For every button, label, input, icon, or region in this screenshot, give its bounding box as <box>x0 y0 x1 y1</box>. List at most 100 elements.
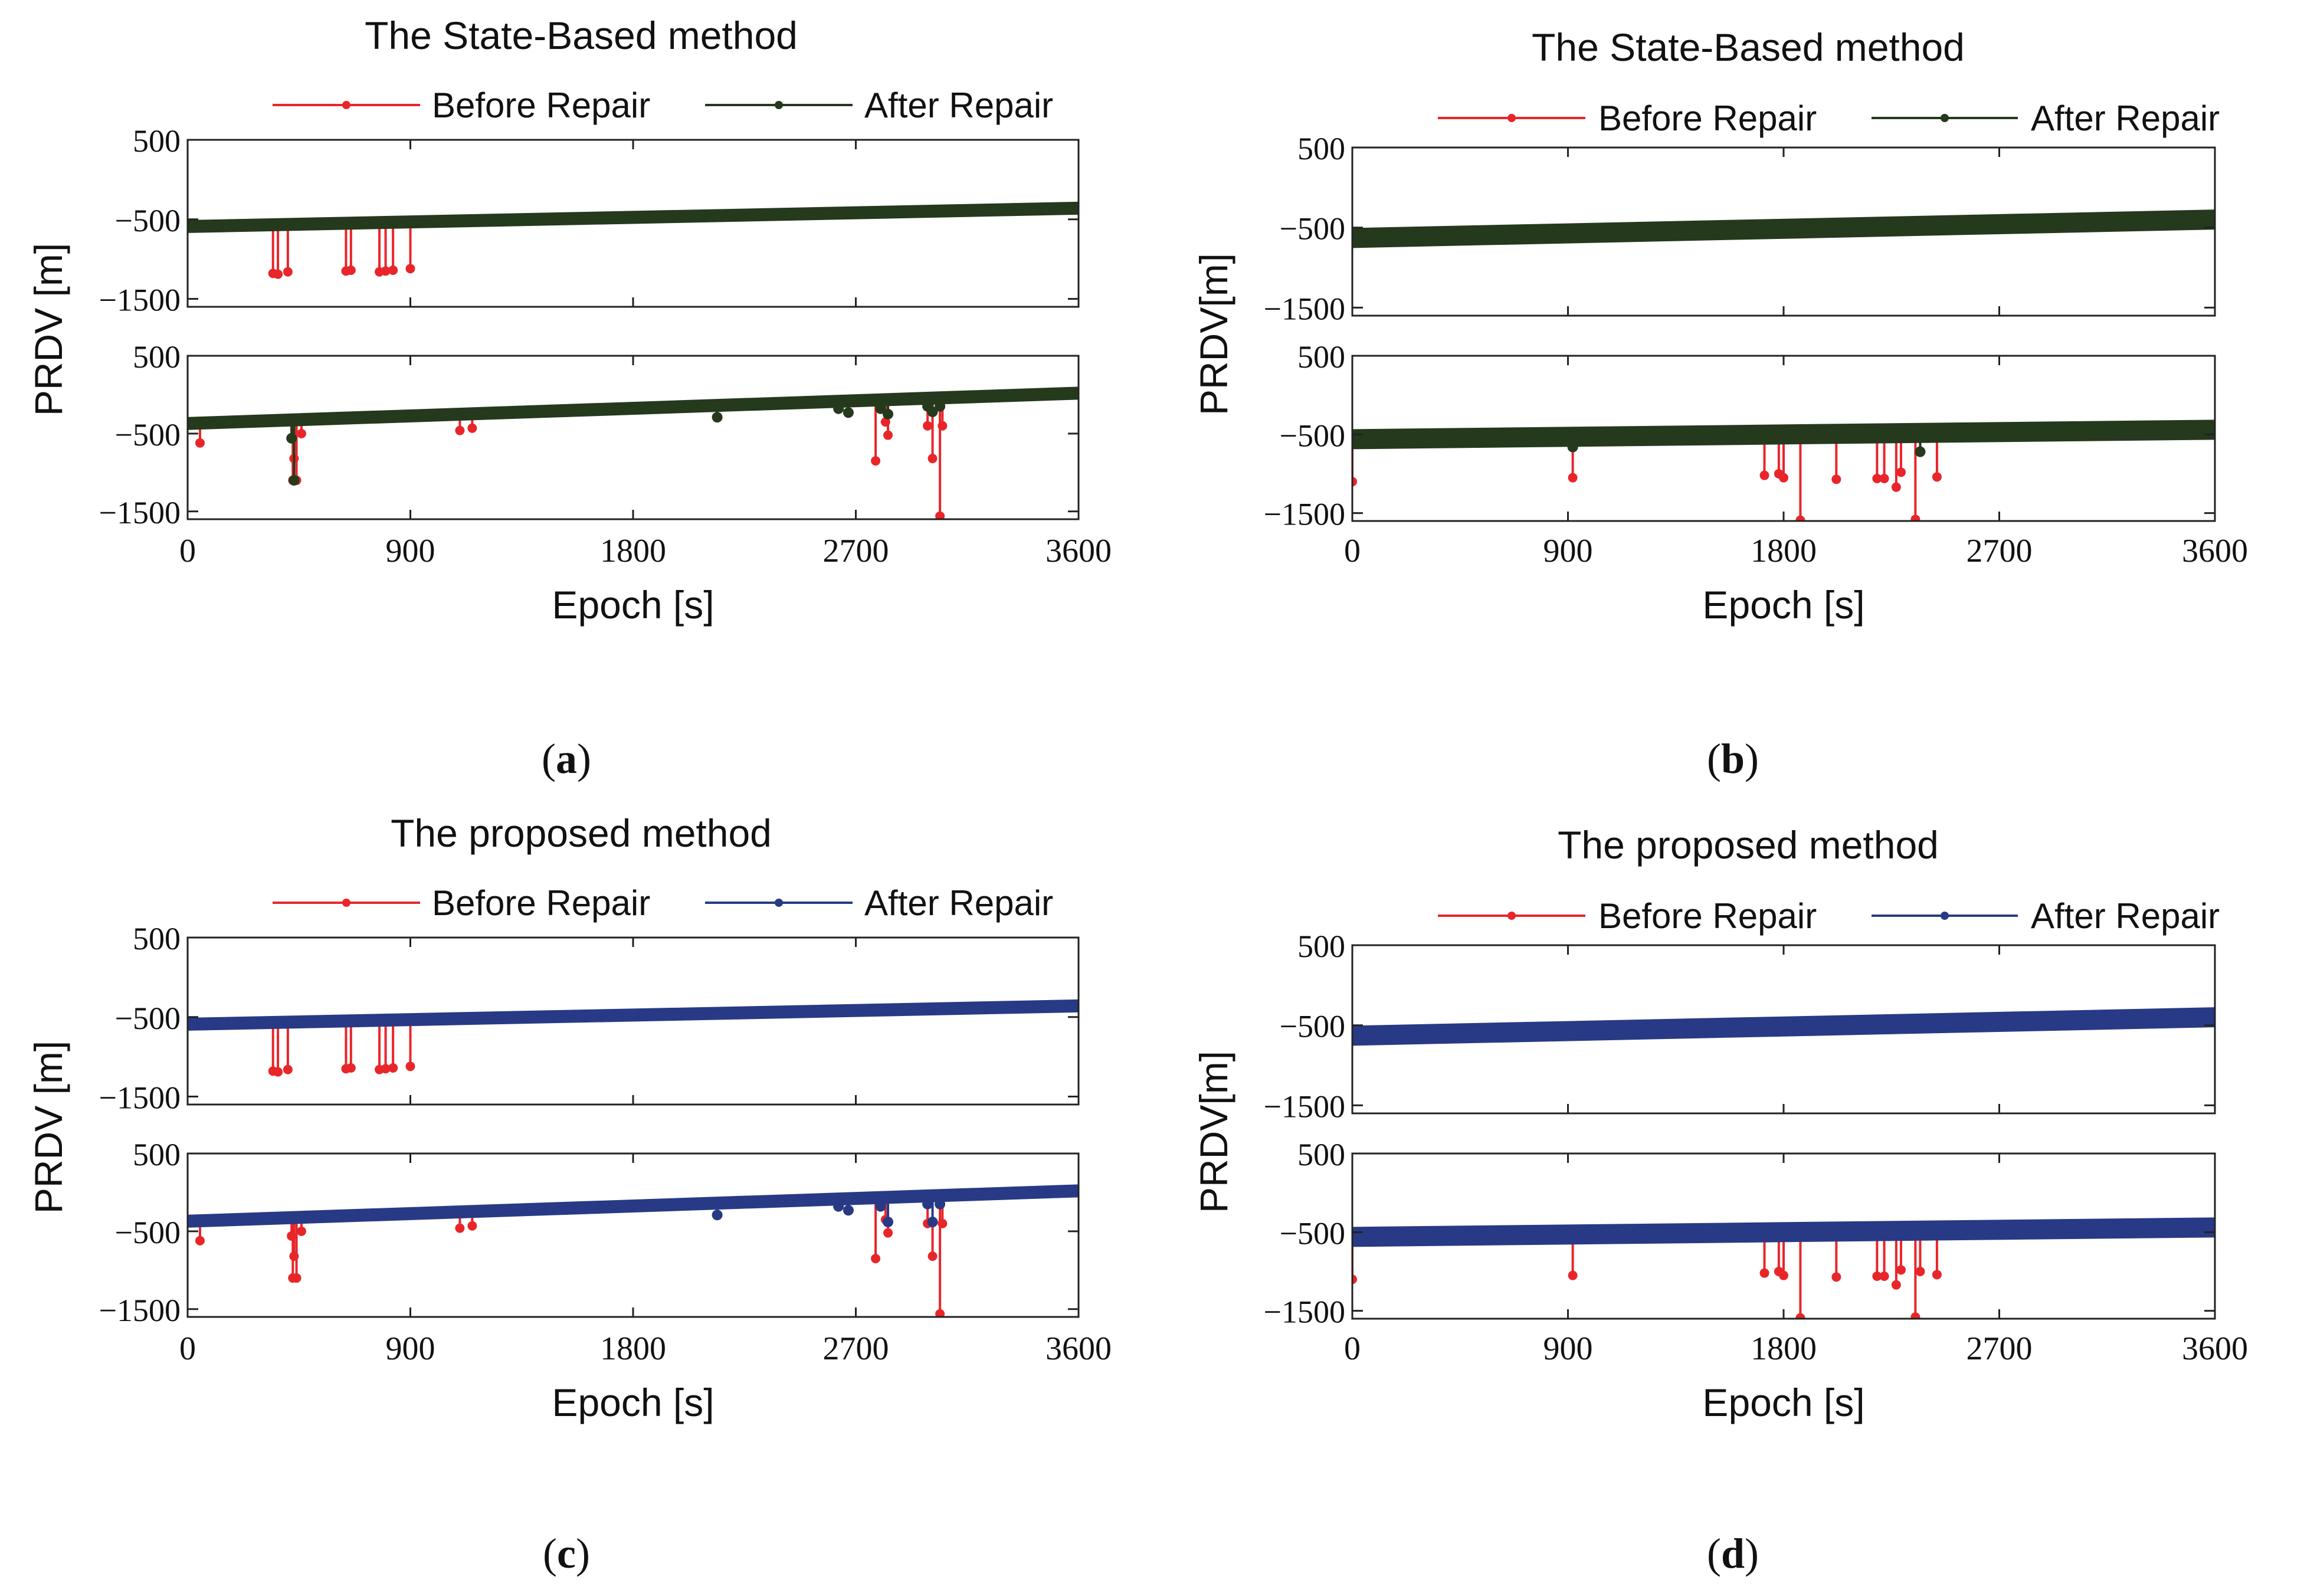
subplot-1: 500 −500 −1500 <box>1264 929 2216 1124</box>
before-spike-point <box>1759 1268 1769 1278</box>
legend-after-label: After Repair <box>2031 896 2220 936</box>
before-spike-point <box>467 1221 477 1231</box>
panel-d: The proposed method Before Repair After Re… <box>1152 798 2303 1595</box>
before-spike-point <box>871 1254 881 1264</box>
after-outlier-point <box>1915 446 1926 457</box>
subplot-plot-area <box>188 201 1079 279</box>
after-repair-point <box>1073 387 1079 398</box>
y-tick-label: −1500 <box>99 283 181 318</box>
legend: Before Repair After Repair <box>1438 896 2220 936</box>
after-outlier-point <box>833 1201 844 1212</box>
before-spike-point <box>195 438 205 448</box>
caption-b-letter: b <box>1720 735 1745 782</box>
after-repair-point <box>2209 1008 2215 1020</box>
subplot-plot-area <box>188 1184 1079 1317</box>
y-tick-label: 500 <box>133 339 181 375</box>
after-outlier-point <box>935 1198 946 1210</box>
legend-after-label: After Repair <box>2031 99 2220 138</box>
before-spike-point <box>1872 1271 1882 1281</box>
subplot-1: 500 −500 −1500 <box>99 921 1080 1116</box>
before-spike-point <box>1879 1271 1889 1281</box>
x-tick-label: 0 <box>1344 1330 1361 1367</box>
chart-title: The State-Based method <box>365 14 798 57</box>
before-spike-point <box>1568 473 1578 483</box>
legend-before-marker <box>1507 912 1516 920</box>
before-spike-point <box>195 1235 205 1246</box>
x-tick-label: 1800 <box>1751 533 1817 569</box>
before-spike-point <box>1795 1313 1805 1319</box>
before-spike-point <box>1932 1270 1942 1280</box>
legend-before-label: Before Repair <box>432 86 650 125</box>
y-tick-label: 500 <box>1297 131 1345 166</box>
y-tick-label: −1500 <box>99 1080 181 1116</box>
y-tick-label: −1500 <box>99 1293 181 1328</box>
y-axis-label: PRDV[m] <box>1192 1051 1235 1213</box>
y-tick-label: 500 <box>1297 929 1345 964</box>
y-tick-label: −1500 <box>1264 1089 1345 1124</box>
y-tick-label: 500 <box>133 921 181 956</box>
before-spike-point <box>1891 1280 1901 1290</box>
y-axis-label: PRDV [m] <box>27 1041 70 1214</box>
after-repair-point <box>1073 1184 1079 1195</box>
before-spike-point <box>1896 467 1906 477</box>
legend-after-marker <box>775 101 783 109</box>
x-tick-label: 1800 <box>1751 1330 1817 1367</box>
after-repair-point <box>2209 210 2215 222</box>
before-spike-point <box>871 456 881 466</box>
chart-b: The State-Based method Before Repair After… <box>1192 25 2248 627</box>
before-spike-point <box>381 1064 391 1074</box>
before-spike-point <box>296 428 306 438</box>
legend-after-marker <box>1941 912 1949 920</box>
after-outlier-point <box>883 408 894 420</box>
y-tick-label: −500 <box>115 417 181 453</box>
subplot-1: 500 −500 −1500 <box>99 123 1080 318</box>
legend-after-marker <box>1941 114 1949 122</box>
after-outlier-point <box>935 401 946 412</box>
before-spike-point <box>928 454 938 464</box>
before-spike-point <box>1779 473 1788 483</box>
legend-before-marker <box>1507 114 1516 122</box>
y-axis-label: PRDV[m] <box>1192 253 1235 415</box>
before-spike-point <box>938 421 948 431</box>
caption-d: (d) <box>1706 1530 1759 1577</box>
before-spike-point <box>1910 514 1920 521</box>
before-spike-point <box>1891 482 1901 492</box>
before-spike-point <box>1779 1270 1788 1280</box>
after-outlier-point <box>1567 441 1578 453</box>
x-tick-label: 900 <box>386 533 435 569</box>
panel-c: The proposed method Before Repair After Re… <box>0 798 1152 1595</box>
before-spike-point <box>467 423 477 433</box>
before-spike-point <box>935 1309 945 1317</box>
x-tick-label: 900 <box>386 1330 435 1367</box>
y-tick-label: 500 <box>1297 1137 1345 1172</box>
before-spike-point <box>283 267 293 277</box>
before-spike-point <box>1759 470 1769 480</box>
y-tick-label: 500 <box>1297 339 1345 375</box>
x-tick-label: 3600 <box>1046 533 1112 569</box>
subplot-plot-area <box>188 999 1079 1077</box>
before-spike-point <box>273 269 283 279</box>
chart-d: The proposed method Before Repair After Re… <box>1192 823 2248 1424</box>
after-outlier-point <box>927 1217 938 1228</box>
before-spike-point <box>938 1218 948 1228</box>
x-tick-label: 1800 <box>600 1330 666 1367</box>
before-spike-point <box>1872 474 1882 483</box>
before-spike-point <box>388 266 398 276</box>
before-spike-point <box>455 425 465 435</box>
x-axis-label: Epoch [s] <box>1702 583 1864 627</box>
after-outlier-point <box>875 1201 886 1212</box>
before-spike-point <box>1352 1274 1357 1284</box>
before-spike-point <box>883 1228 893 1238</box>
subplot-plot-area <box>1352 209 2215 248</box>
chart-title: The proposed method <box>391 811 772 855</box>
x-axis-label: Epoch [s] <box>552 1381 714 1424</box>
subplot-plot-area <box>1352 420 2215 521</box>
y-tick-label: 500 <box>133 1137 181 1172</box>
before-spike-point <box>346 1063 356 1073</box>
before-spike-point <box>883 430 893 440</box>
before-spike-point <box>273 1067 283 1077</box>
y-tick-label: −1500 <box>1264 497 1345 532</box>
before-spike-point <box>923 421 933 431</box>
x-tick-label: 900 <box>1543 533 1593 569</box>
y-tick-label: −500 <box>115 1215 181 1250</box>
